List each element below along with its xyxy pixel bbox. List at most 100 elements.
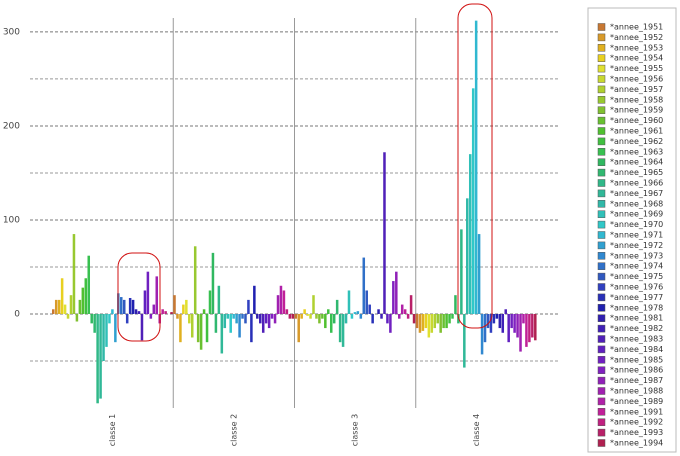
bar xyxy=(188,313,191,324)
bar xyxy=(344,313,348,324)
bar xyxy=(161,309,164,314)
legend-label: *annee_1957 xyxy=(610,85,663,94)
legend-label: *annee_1981 xyxy=(610,314,663,323)
legend-swatch xyxy=(597,189,606,198)
legend-swatch xyxy=(597,148,606,156)
bar xyxy=(140,313,144,341)
legend-swatch xyxy=(597,116,606,125)
bar xyxy=(400,304,404,314)
bar xyxy=(353,312,357,314)
legend-label: *annee_1985 xyxy=(610,355,663,364)
bar xyxy=(152,304,156,314)
bar xyxy=(176,313,179,319)
bar xyxy=(72,234,76,314)
bar xyxy=(350,313,354,319)
legend-label: *annee_1988 xyxy=(610,387,663,396)
plot: 0 100 200 300 classe 1 classe 2 classe 3 classe… xyxy=(3,18,663,448)
bar xyxy=(214,313,218,333)
bar xyxy=(164,311,167,314)
bar xyxy=(303,309,306,314)
bar xyxy=(321,313,324,319)
bar xyxy=(486,313,490,329)
legend-label: *annee_1961 xyxy=(610,127,663,136)
legend-swatch xyxy=(597,200,606,208)
highlight xyxy=(117,252,161,342)
y-tick-label: 100 xyxy=(3,215,20,225)
bar xyxy=(90,313,93,324)
bar xyxy=(229,313,232,333)
bar xyxy=(389,313,392,333)
legend-swatch xyxy=(597,335,606,343)
legend-label: *annee_1951 xyxy=(610,23,663,32)
bar xyxy=(324,313,327,329)
bar xyxy=(480,313,484,355)
legend-label: *annee_1965 xyxy=(610,168,663,177)
legend-label: *annee_1986 xyxy=(610,366,663,375)
bar xyxy=(279,285,283,314)
bar xyxy=(436,313,439,324)
legend-swatch xyxy=(597,252,606,260)
bar xyxy=(84,278,88,314)
legend-label: *annee_1954 xyxy=(610,54,663,63)
bar xyxy=(179,313,182,343)
bar xyxy=(327,309,330,314)
bar xyxy=(368,304,371,314)
bar xyxy=(199,313,203,350)
bar xyxy=(427,313,431,338)
bar xyxy=(430,313,434,333)
bar xyxy=(288,313,292,319)
bar xyxy=(516,313,519,338)
legend-swatch xyxy=(597,408,606,416)
bar xyxy=(418,313,422,333)
bar xyxy=(448,313,451,324)
legend-label: *annee_1967 xyxy=(610,189,663,198)
legend-label: *annee_1991 xyxy=(610,407,663,416)
bar xyxy=(99,313,102,399)
bar xyxy=(510,313,513,329)
bar xyxy=(105,313,108,347)
bar xyxy=(451,313,454,319)
bar xyxy=(193,246,197,314)
legend-swatch xyxy=(597,283,606,291)
bar xyxy=(247,299,250,314)
bar xyxy=(377,309,380,314)
legend-swatch xyxy=(597,376,606,385)
bar xyxy=(244,313,247,324)
bar xyxy=(267,313,271,329)
bar xyxy=(256,313,259,319)
legend-label: *annee_1993 xyxy=(610,428,663,437)
bar xyxy=(460,229,463,314)
legend-swatch xyxy=(597,210,606,218)
legend-swatch xyxy=(597,428,606,437)
bar xyxy=(398,313,401,319)
bar xyxy=(498,313,502,329)
bar xyxy=(525,313,528,347)
bar xyxy=(276,295,280,314)
bar xyxy=(250,313,253,343)
bar xyxy=(300,313,303,319)
bar xyxy=(442,313,445,329)
highlight xyxy=(457,3,493,329)
legend-swatch xyxy=(597,439,606,447)
bar xyxy=(504,309,507,314)
bar xyxy=(466,198,469,314)
bar xyxy=(315,313,318,319)
legend-swatch xyxy=(597,366,606,374)
legend-swatch xyxy=(597,241,606,250)
bar xyxy=(534,313,537,341)
legend-swatch xyxy=(597,304,606,312)
bar xyxy=(69,295,73,314)
bar xyxy=(108,313,111,324)
legend-label: *annee_1982 xyxy=(610,324,663,333)
bar xyxy=(439,313,442,333)
bar xyxy=(226,313,229,319)
bar xyxy=(232,313,235,319)
legend-swatch xyxy=(597,54,606,62)
bar xyxy=(120,297,123,314)
bar xyxy=(454,295,457,314)
bar xyxy=(259,313,262,324)
bar xyxy=(75,313,79,322)
legend-swatch xyxy=(597,220,606,229)
bar xyxy=(445,313,448,329)
bar xyxy=(143,290,147,314)
